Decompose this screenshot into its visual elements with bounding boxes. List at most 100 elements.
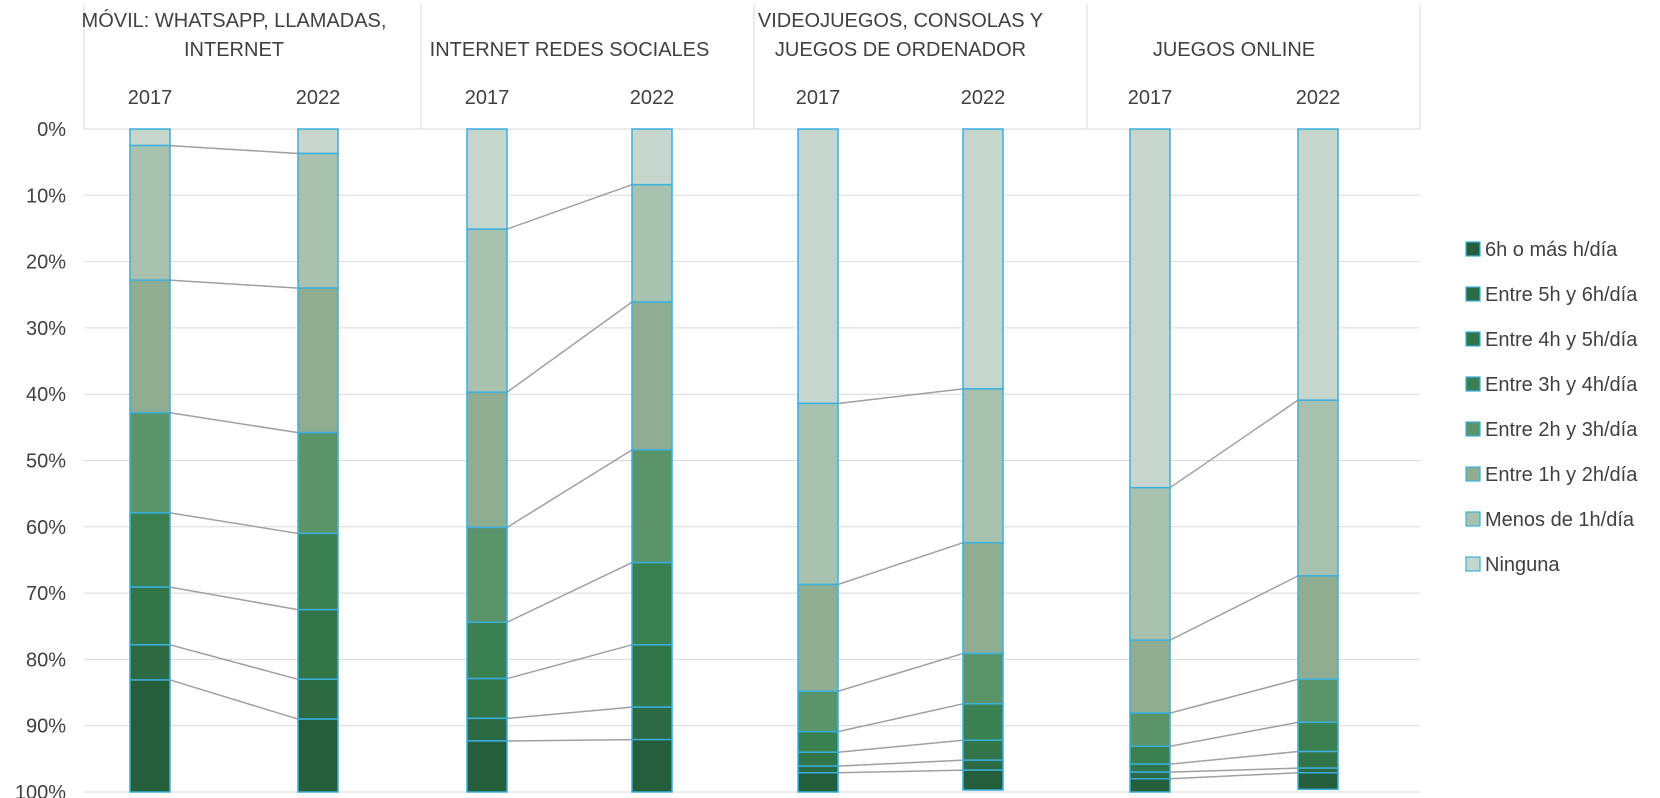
bar-segment [1129, 771, 1171, 780]
y-tick-label: 50% [26, 451, 66, 473]
bar-segment [129, 512, 171, 588]
bar-segment [466, 391, 508, 529]
bar-segment [129, 679, 171, 793]
group-title: INTERNET REDES SOCIALES [430, 39, 710, 61]
year-label: 2017 [128, 87, 173, 109]
connector-line [506, 706, 633, 720]
year-label: 2022 [630, 87, 675, 109]
y-tick-label: 80% [26, 649, 66, 671]
bar-segment [797, 128, 839, 405]
bar-segment [631, 183, 673, 303]
y-tick-label: 20% [26, 252, 66, 274]
bar-segment [129, 586, 171, 646]
bar-segment [1297, 575, 1339, 681]
legend-label: Entre 4h y 5h/día [1485, 329, 1638, 351]
bar-segment [962, 541, 1004, 655]
connector-line [506, 449, 633, 529]
bar-segment [797, 730, 839, 753]
connector-line [506, 561, 633, 623]
bar-segment [631, 706, 673, 741]
bar-segment [297, 678, 339, 720]
legend-swatch [1465, 331, 1481, 347]
bar-segment [297, 128, 339, 155]
bar-segment [297, 431, 339, 535]
connector-line [169, 586, 299, 611]
bar-segment [466, 717, 508, 742]
legend-swatch [1465, 421, 1481, 437]
legend-label: Entre 2h y 3h/día [1485, 419, 1638, 441]
bar-segment [797, 402, 839, 586]
bar-segment [631, 301, 673, 451]
connector-line [837, 739, 964, 753]
y-tick-label: 10% [26, 185, 66, 207]
connector-line [837, 388, 964, 405]
bars [129, 128, 1339, 793]
connector-line [169, 144, 299, 155]
connector-line [837, 703, 964, 733]
legend: 6h o más h/día Entre 5h y 6h/día Entre 4h … [1465, 239, 1638, 576]
bar-segment [297, 152, 339, 289]
connector-line [506, 301, 633, 393]
bar-segment [1297, 678, 1339, 724]
group-title: VIDEOJUEGOS, CONSOLAS Y [758, 10, 1043, 32]
y-tick-label: 0% [37, 119, 66, 141]
bar-segment [962, 652, 1004, 705]
year-label: 2022 [961, 87, 1006, 109]
bar-segment [631, 644, 673, 708]
bar-segment [631, 449, 673, 564]
bar-segment [1297, 128, 1339, 401]
year-label: 2017 [796, 87, 841, 109]
legend-swatch [1465, 286, 1481, 302]
bar-segment [129, 128, 171, 147]
connector-line [1169, 575, 1299, 641]
group-title: JUEGOS DE ORDENADOR [775, 39, 1026, 61]
bar-segment [1129, 486, 1171, 641]
group-title: JUEGOS ONLINE [1153, 39, 1315, 61]
legend-label: Entre 5h y 6h/día [1485, 284, 1638, 306]
bar-segment [1129, 639, 1171, 714]
bar-segment [1297, 772, 1339, 791]
bar-segment [129, 644, 171, 681]
bar-segment [962, 388, 1004, 544]
connector-line [169, 644, 299, 681]
legend-label: Menos de 1h/día [1485, 509, 1635, 531]
legend-swatch [1465, 376, 1481, 392]
bar-segment [962, 759, 1004, 771]
connector-line [169, 512, 299, 535]
group-title: INTERNET [184, 39, 284, 61]
legend-swatch [1465, 241, 1481, 257]
y-tick-label: 40% [26, 384, 66, 406]
group-headers: MÓVIL: WHATSAPP, LLAMADAS, INTERNET 2017 20… [82, 4, 1421, 129]
bar-segment [631, 561, 673, 646]
bar-segment [1129, 777, 1171, 793]
bar-segment [466, 677, 508, 720]
bar-segment [129, 279, 171, 414]
bar-segment [466, 228, 508, 393]
bar-segment [466, 621, 508, 680]
bar-segment [962, 128, 1004, 390]
bar-segment [129, 144, 171, 281]
year-label: 2017 [465, 87, 510, 109]
y-tick-label: 30% [26, 318, 66, 340]
bar-segment [962, 703, 1004, 742]
legend-label: Ninguna [1485, 554, 1560, 576]
bar-segment [631, 738, 673, 793]
connector-line [169, 412, 299, 434]
connector-line [1169, 767, 1299, 773]
connector-line [506, 738, 633, 742]
bar-segment [1129, 745, 1171, 765]
bar-segment [297, 532, 339, 611]
legend-swatch [1465, 466, 1481, 482]
legend-swatch [1465, 556, 1481, 572]
connector-line [1169, 721, 1299, 747]
bar-segment [297, 287, 339, 434]
connector-line [1169, 750, 1299, 765]
bar-segment [1297, 399, 1339, 577]
bar-segment [129, 412, 171, 514]
bar-segment [797, 690, 839, 733]
bar-segment [297, 718, 339, 793]
y-tick-label: 100% [15, 782, 66, 798]
year-label: 2022 [1296, 87, 1341, 109]
bar-segment [1129, 763, 1171, 773]
